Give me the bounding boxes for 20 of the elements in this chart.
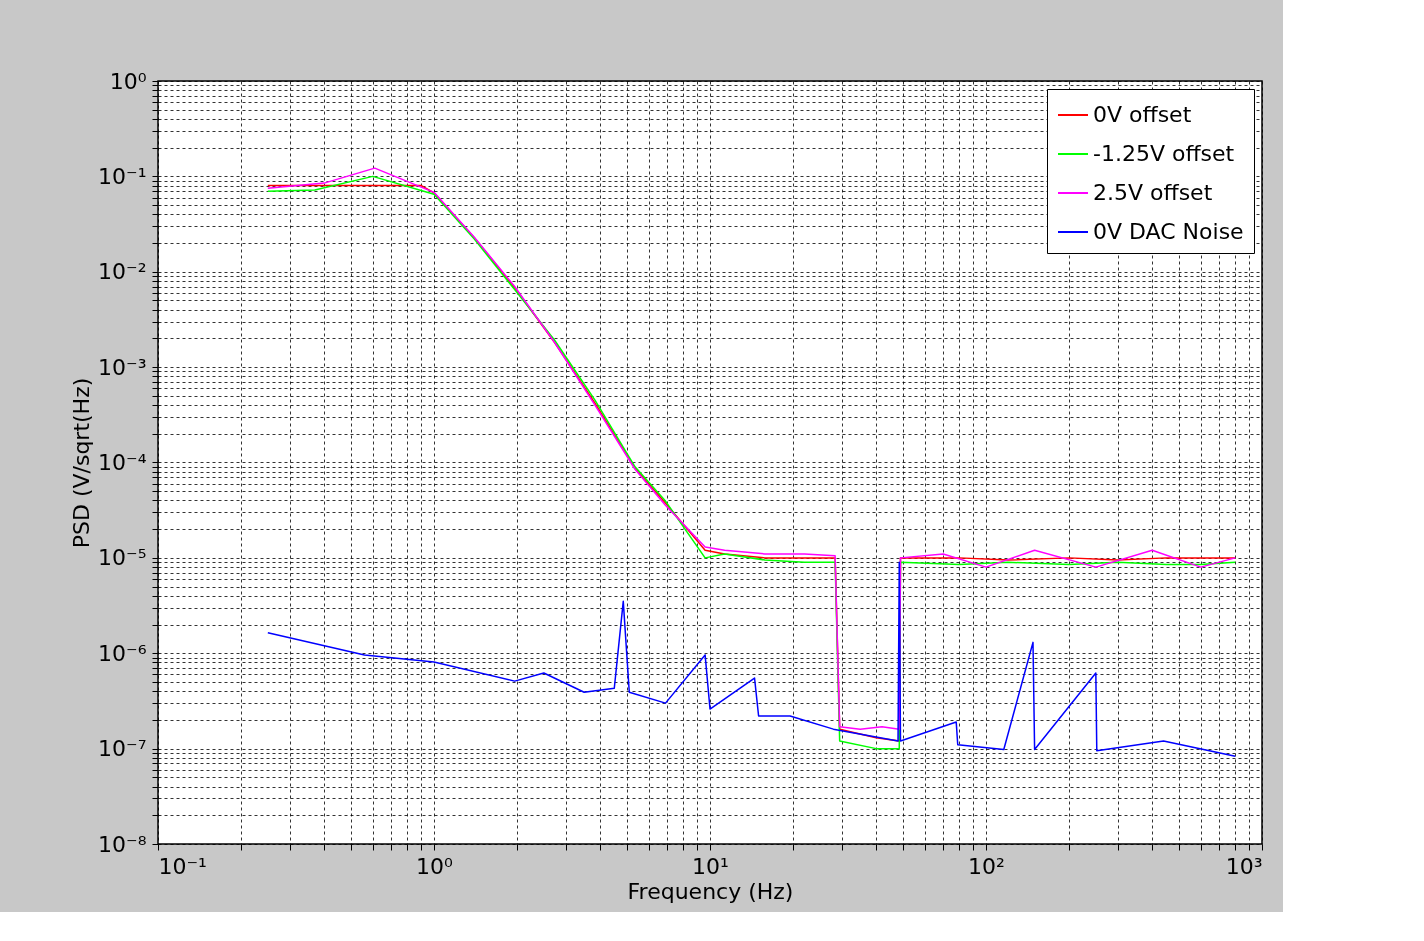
legend-label: 0V offset: [1093, 102, 1192, 127]
x-tick-label: 10⁻¹: [158, 853, 207, 879]
x-axis-title: Frequency (Hz): [627, 878, 794, 904]
legend-label: 2.5V offset: [1093, 180, 1213, 205]
y-tick-label: 10⁰: [109, 68, 147, 94]
y-tick-label: 10⁻⁷: [98, 736, 147, 762]
y-tick-label: 10⁻⁴: [98, 450, 147, 475]
y-tick-label: 10⁻¹: [98, 163, 147, 189]
y-tick-label: 10⁻³: [98, 354, 147, 380]
legend-label: 0V DAC Noise: [1093, 219, 1244, 244]
legend-label: -1.25V offset: [1093, 141, 1235, 166]
y-axis-title: PSD (V/sqrt(Hz): [69, 377, 95, 549]
y-tick-label: 10⁻⁸: [98, 831, 147, 857]
x-tick-label: 10⁰: [416, 853, 454, 879]
y-tick-label: 10⁻²: [98, 259, 147, 285]
y-tick-label: 10⁻⁵: [98, 545, 147, 571]
y-tick-label: 10⁻⁶: [98, 640, 147, 666]
x-tick-label: 10¹: [692, 853, 729, 879]
x-tick-label: 10³: [1225, 853, 1263, 879]
x-tick-label: 10²: [968, 853, 1005, 879]
